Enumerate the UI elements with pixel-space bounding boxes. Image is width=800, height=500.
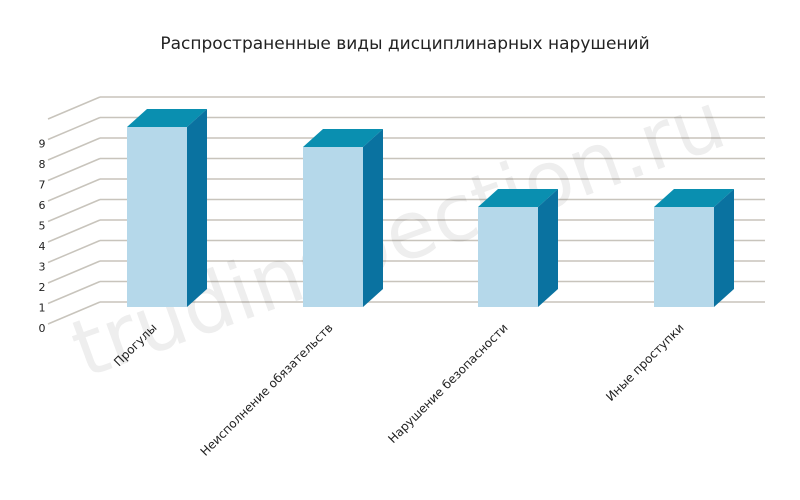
bar-top <box>127 109 207 127</box>
bar-top <box>303 129 383 147</box>
x-tick-label: Нарушение безопасности <box>385 321 510 446</box>
frame-line <box>47 96 101 120</box>
bar-side <box>363 129 383 307</box>
y-tick-label: 9 <box>39 138 46 151</box>
grid-line <box>47 157 101 182</box>
grid-line <box>47 280 101 305</box>
y-tick-label: 8 <box>39 158 46 171</box>
grid-line <box>47 301 101 325</box>
chart-title: Распространенные виды дисциплинарных нар… <box>160 34 649 54</box>
grid-line <box>47 239 101 264</box>
grid-line <box>47 137 101 161</box>
grid-line <box>47 219 101 243</box>
bar-side <box>714 189 734 307</box>
y-tick-label: 3 <box>39 261 46 274</box>
bar <box>127 127 187 307</box>
bar-side <box>538 189 558 307</box>
grid-line <box>47 198 101 223</box>
y-tick-label: 1 <box>39 302 46 315</box>
y-tick-label: 7 <box>39 179 46 192</box>
bar <box>478 207 538 307</box>
y-tick-label: 5 <box>39 220 46 233</box>
bar <box>303 147 363 307</box>
bar-side <box>187 109 207 307</box>
y-tick-label: 2 <box>39 281 46 294</box>
y-tick-label: 4 <box>39 240 46 253</box>
y-tick-label: 0 <box>39 322 46 335</box>
grid-line <box>47 260 101 284</box>
x-tick-label: Иные проступки <box>603 321 686 404</box>
bar-top <box>654 189 734 207</box>
y-tick-label: 6 <box>39 199 46 212</box>
bar <box>654 207 714 307</box>
grid-line <box>47 178 101 202</box>
bar-top <box>478 189 558 207</box>
grid-line <box>47 116 101 141</box>
